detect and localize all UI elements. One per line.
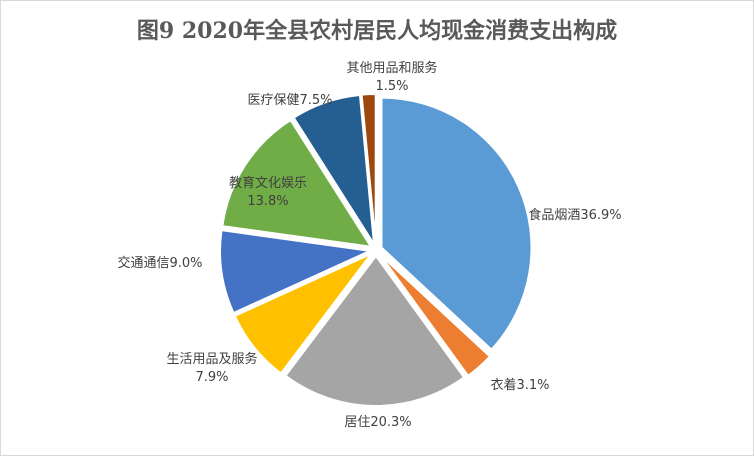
pie-slice: [292, 93, 376, 245]
value-label: 20.3%: [370, 415, 411, 430]
value-label: 1.5%: [375, 79, 408, 94]
value-label: 36.9%: [580, 208, 621, 223]
category-name: 医疗保健: [247, 93, 299, 108]
data-label: 其他用品和服务 1.5%: [346, 60, 437, 94]
value-label: 13.8%: [247, 194, 288, 209]
pie-slice: [380, 96, 533, 352]
value-label: 9.0%: [169, 256, 202, 271]
data-label: 教育文化娱乐 13.8%: [229, 175, 307, 209]
data-label: 医疗保健7.5%: [247, 93, 332, 108]
pie-slice: [379, 253, 492, 378]
pie-slice: [233, 252, 373, 375]
data-label: 交通通信9.0%: [117, 255, 202, 271]
pie-slice: [284, 254, 466, 407]
category-name: 交通通信: [117, 255, 169, 271]
category-name: 其他用品和服务: [346, 60, 437, 76]
data-label: 食品烟酒36.9%: [528, 207, 621, 223]
category-name: 食品烟酒: [528, 207, 580, 223]
category-name: 居住: [344, 415, 370, 430]
value-label: 3.1%: [516, 378, 549, 393]
pie-slice: [219, 229, 374, 315]
data-label: 衣着3.1%: [490, 377, 549, 393]
value-label: 7.9%: [195, 370, 228, 385]
category-name: 生活用品及服务: [166, 351, 257, 367]
pie-slice: [360, 93, 377, 245]
category-name: 教育文化娱乐: [229, 175, 307, 191]
data-label: 居住20.3%: [344, 415, 411, 430]
pie-slice: [221, 118, 373, 249]
data-label: 生活用品及服务 7.9%: [166, 351, 257, 385]
chart-title: 图9 2020年全县农村居民人均现金消费支出构成: [137, 18, 617, 44]
value-label: 7.5%: [299, 93, 332, 108]
category-name: 衣着: [490, 377, 516, 393]
